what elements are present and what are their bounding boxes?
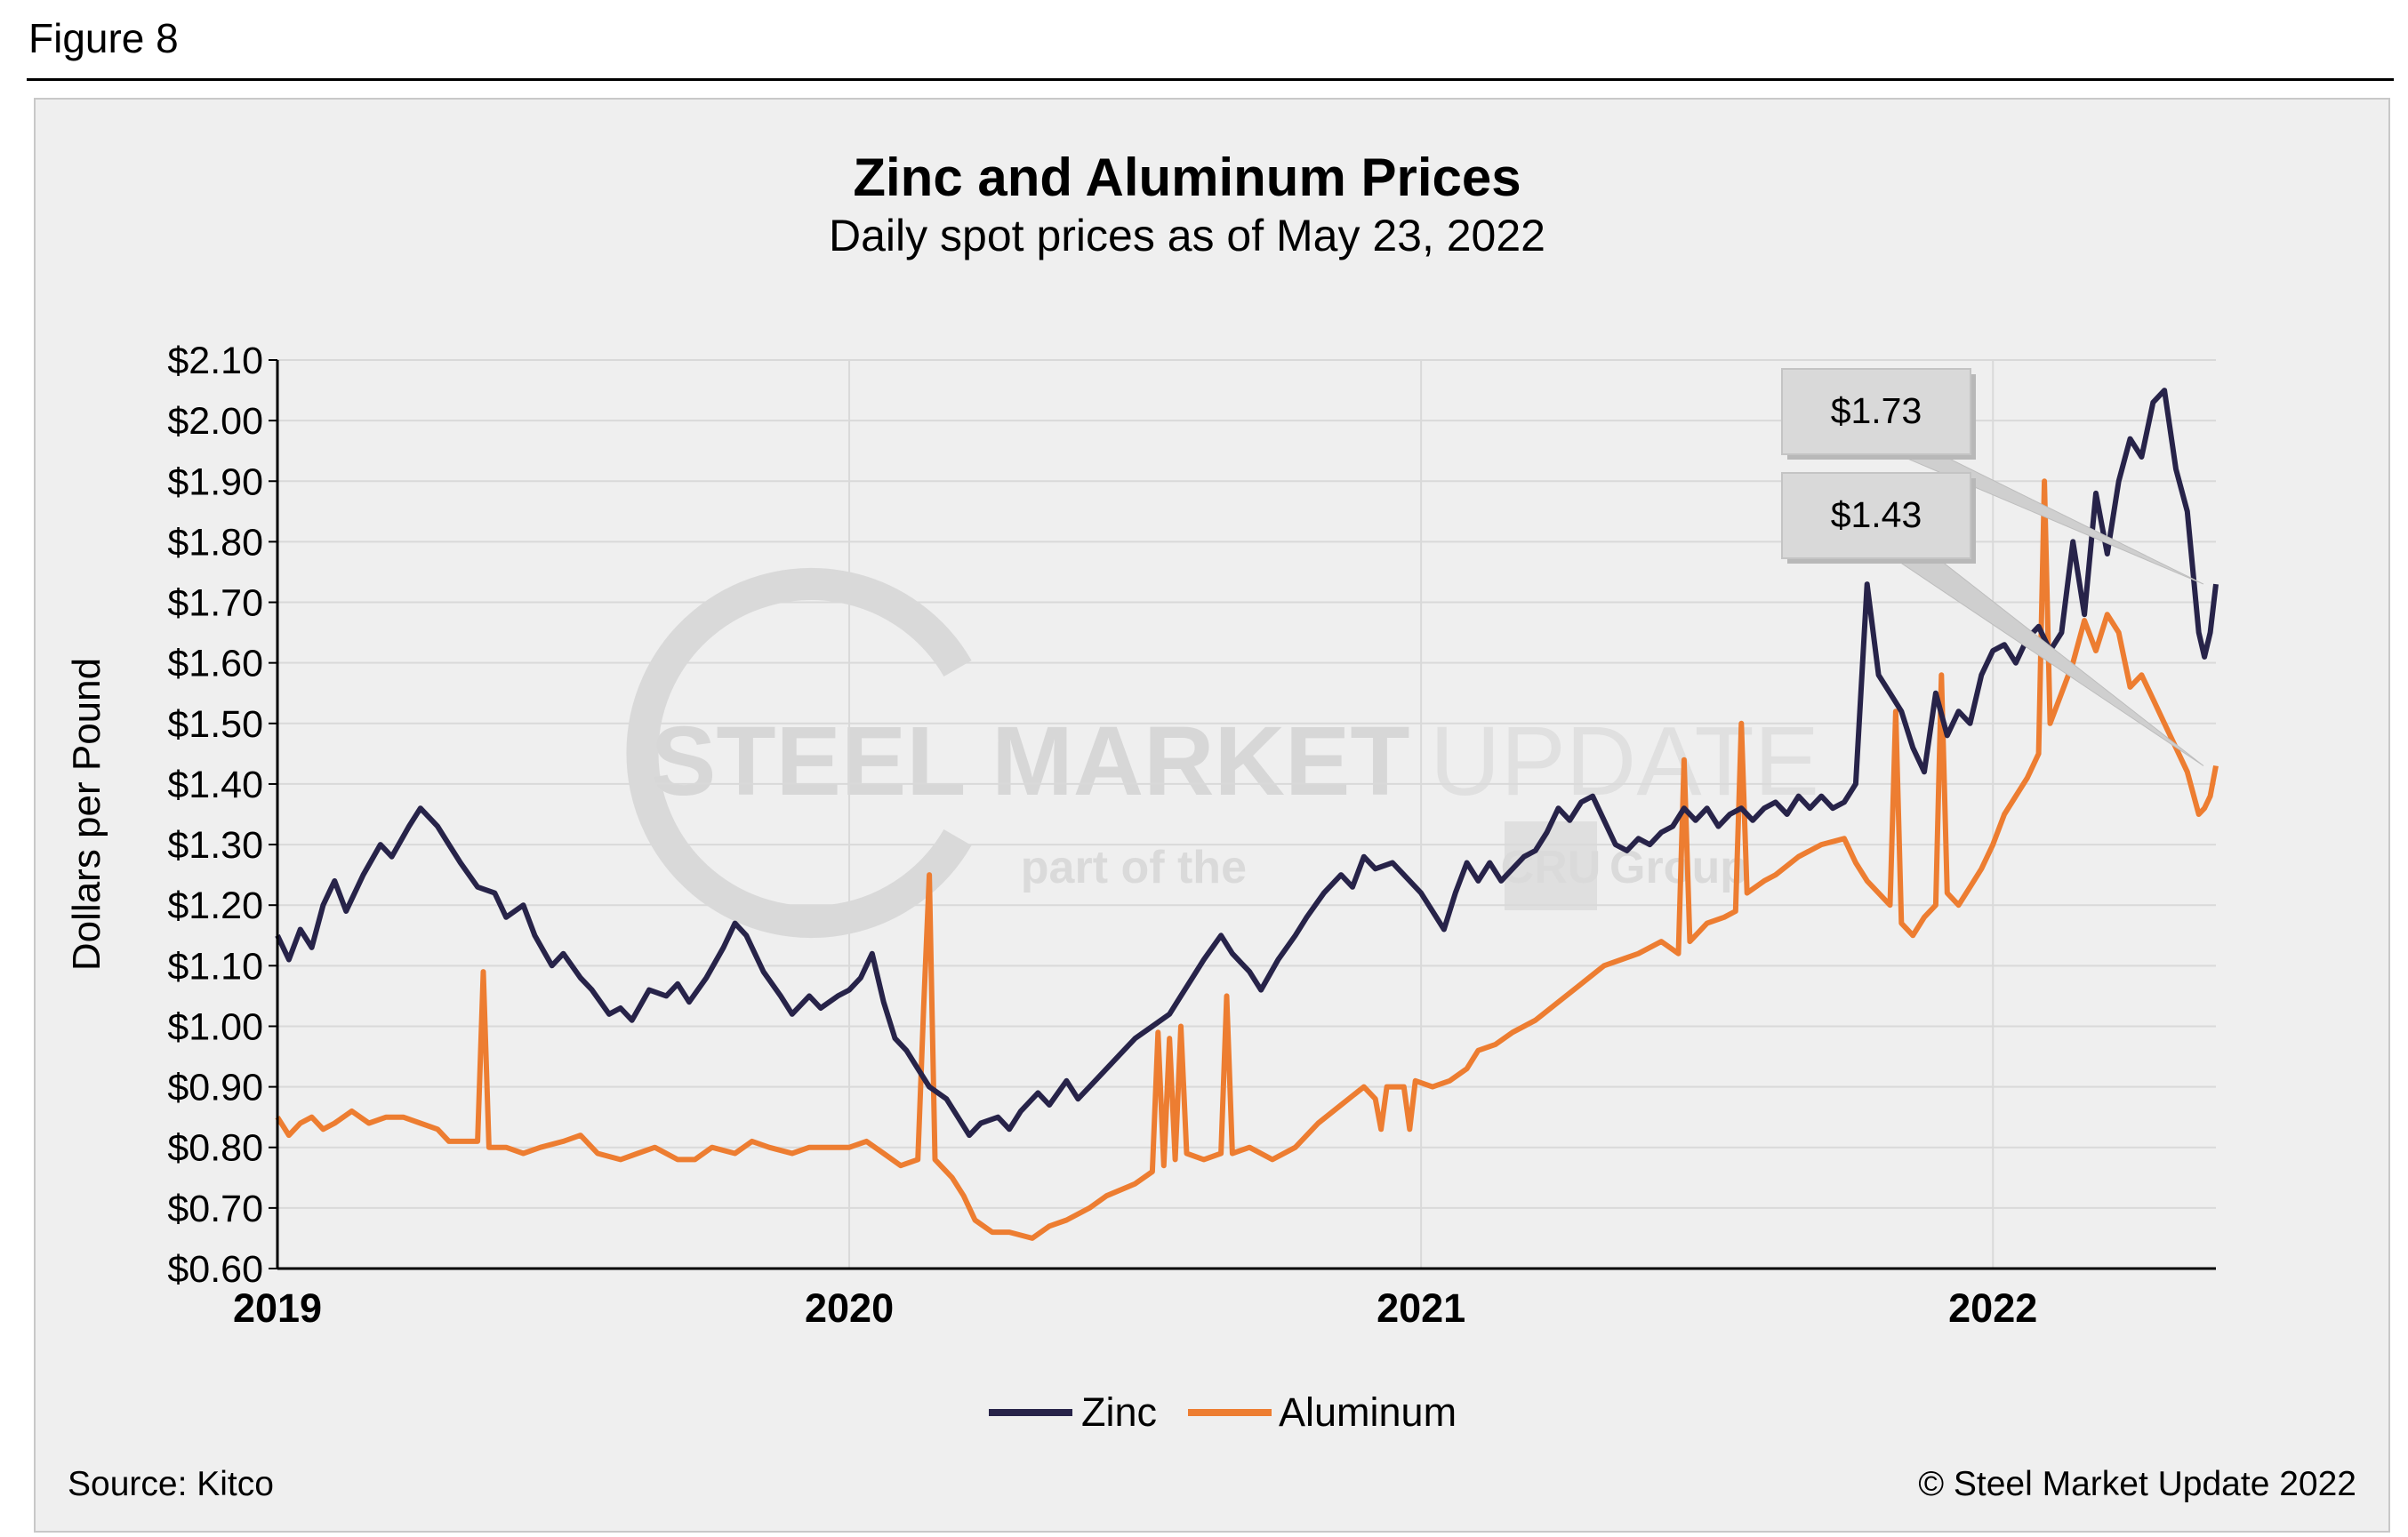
- y-axis-ticks: $0.60 $0.70 $0.80 $0.90 $1.00 $1.10 $1.20 $1.30…: [167, 340, 277, 1291]
- watermark-bold: STEEL MARKET: [651, 707, 1410, 816]
- legend-label-aluminum: Aluminum: [1279, 1389, 1457, 1435]
- callout-label: $1.43: [1831, 494, 1922, 535]
- y-axis-title: Dollars per Pound: [65, 658, 108, 971]
- x-tick-label: 2020: [805, 1285, 894, 1331]
- series-line-zinc: [275, 388, 2219, 1139]
- y-tick-label: $1.10: [167, 945, 263, 988]
- y-tick-label: $1.50: [167, 703, 263, 746]
- y-tick-label: $2.00: [167, 400, 263, 443]
- callout-box: [1781, 472, 1971, 559]
- y-tick-label: $0.60: [167, 1248, 263, 1291]
- y-tick-label: $1.70: [167, 582, 263, 625]
- figure-label: Figure 8: [28, 15, 179, 61]
- y-tick-label: $1.30: [167, 824, 263, 867]
- callout-label: $1.73: [1831, 390, 1922, 431]
- y-tick-label: $2.10: [167, 340, 263, 382]
- x-tick-label: 2022: [1948, 1285, 2037, 1331]
- chart-subtitle: Daily spot prices as of May 23, 2022: [829, 211, 1545, 260]
- y-tick-label: $1.60: [167, 643, 263, 685]
- chart-panel: STEEL MARKET UPDATE part of the CRU Grou…: [34, 98, 2390, 1533]
- x-axis-ticks: 2019 2020 2021 2022: [233, 1285, 2037, 1331]
- y-tick-label: $1.20: [167, 885, 263, 927]
- callouts: $1.73 $1.43: [1781, 368, 2204, 766]
- y-tick-label: $1.90: [167, 460, 263, 503]
- x-tick-label: 2019: [233, 1285, 322, 1331]
- legend: Zinc Aluminum: [989, 1389, 1457, 1435]
- watermark-logo-box: [1505, 821, 1597, 910]
- y-tick-label: $1.40: [167, 764, 263, 806]
- chart-svg: STEEL MARKET UPDATE part of the CRU Grou…: [65, 148, 2356, 1503]
- y-tick-label: $1.80: [167, 521, 263, 564]
- watermark-tagline-a: part of the: [1021, 842, 1247, 893]
- source-note: Source: Kitco: [68, 1465, 274, 1503]
- callout-box: [1781, 368, 1971, 455]
- y-tick-label: $0.90: [167, 1067, 263, 1109]
- y-tick-label: $0.70: [167, 1188, 263, 1230]
- series-lines: [275, 388, 2219, 1241]
- legend-label-zinc: Zinc: [1081, 1389, 1157, 1435]
- y-tick-label: $0.80: [167, 1127, 263, 1170]
- watermark-arc-icon: [626, 568, 972, 938]
- watermark-tagline-box: CRU: [1501, 842, 1601, 893]
- x-tick-label: 2021: [1377, 1285, 1465, 1331]
- copyright-note: © Steel Market Update 2022: [1918, 1465, 2356, 1503]
- y-tick-label: $1.00: [167, 1005, 263, 1048]
- header-rule: [27, 78, 2394, 81]
- chart-title: Zinc and Aluminum Prices: [853, 148, 1521, 207]
- series-line-aluminum: [275, 478, 2219, 1241]
- watermark-light: UPDATE: [1430, 707, 1819, 816]
- watermark: STEEL MARKET UPDATE part of the CRU Grou…: [626, 568, 1819, 938]
